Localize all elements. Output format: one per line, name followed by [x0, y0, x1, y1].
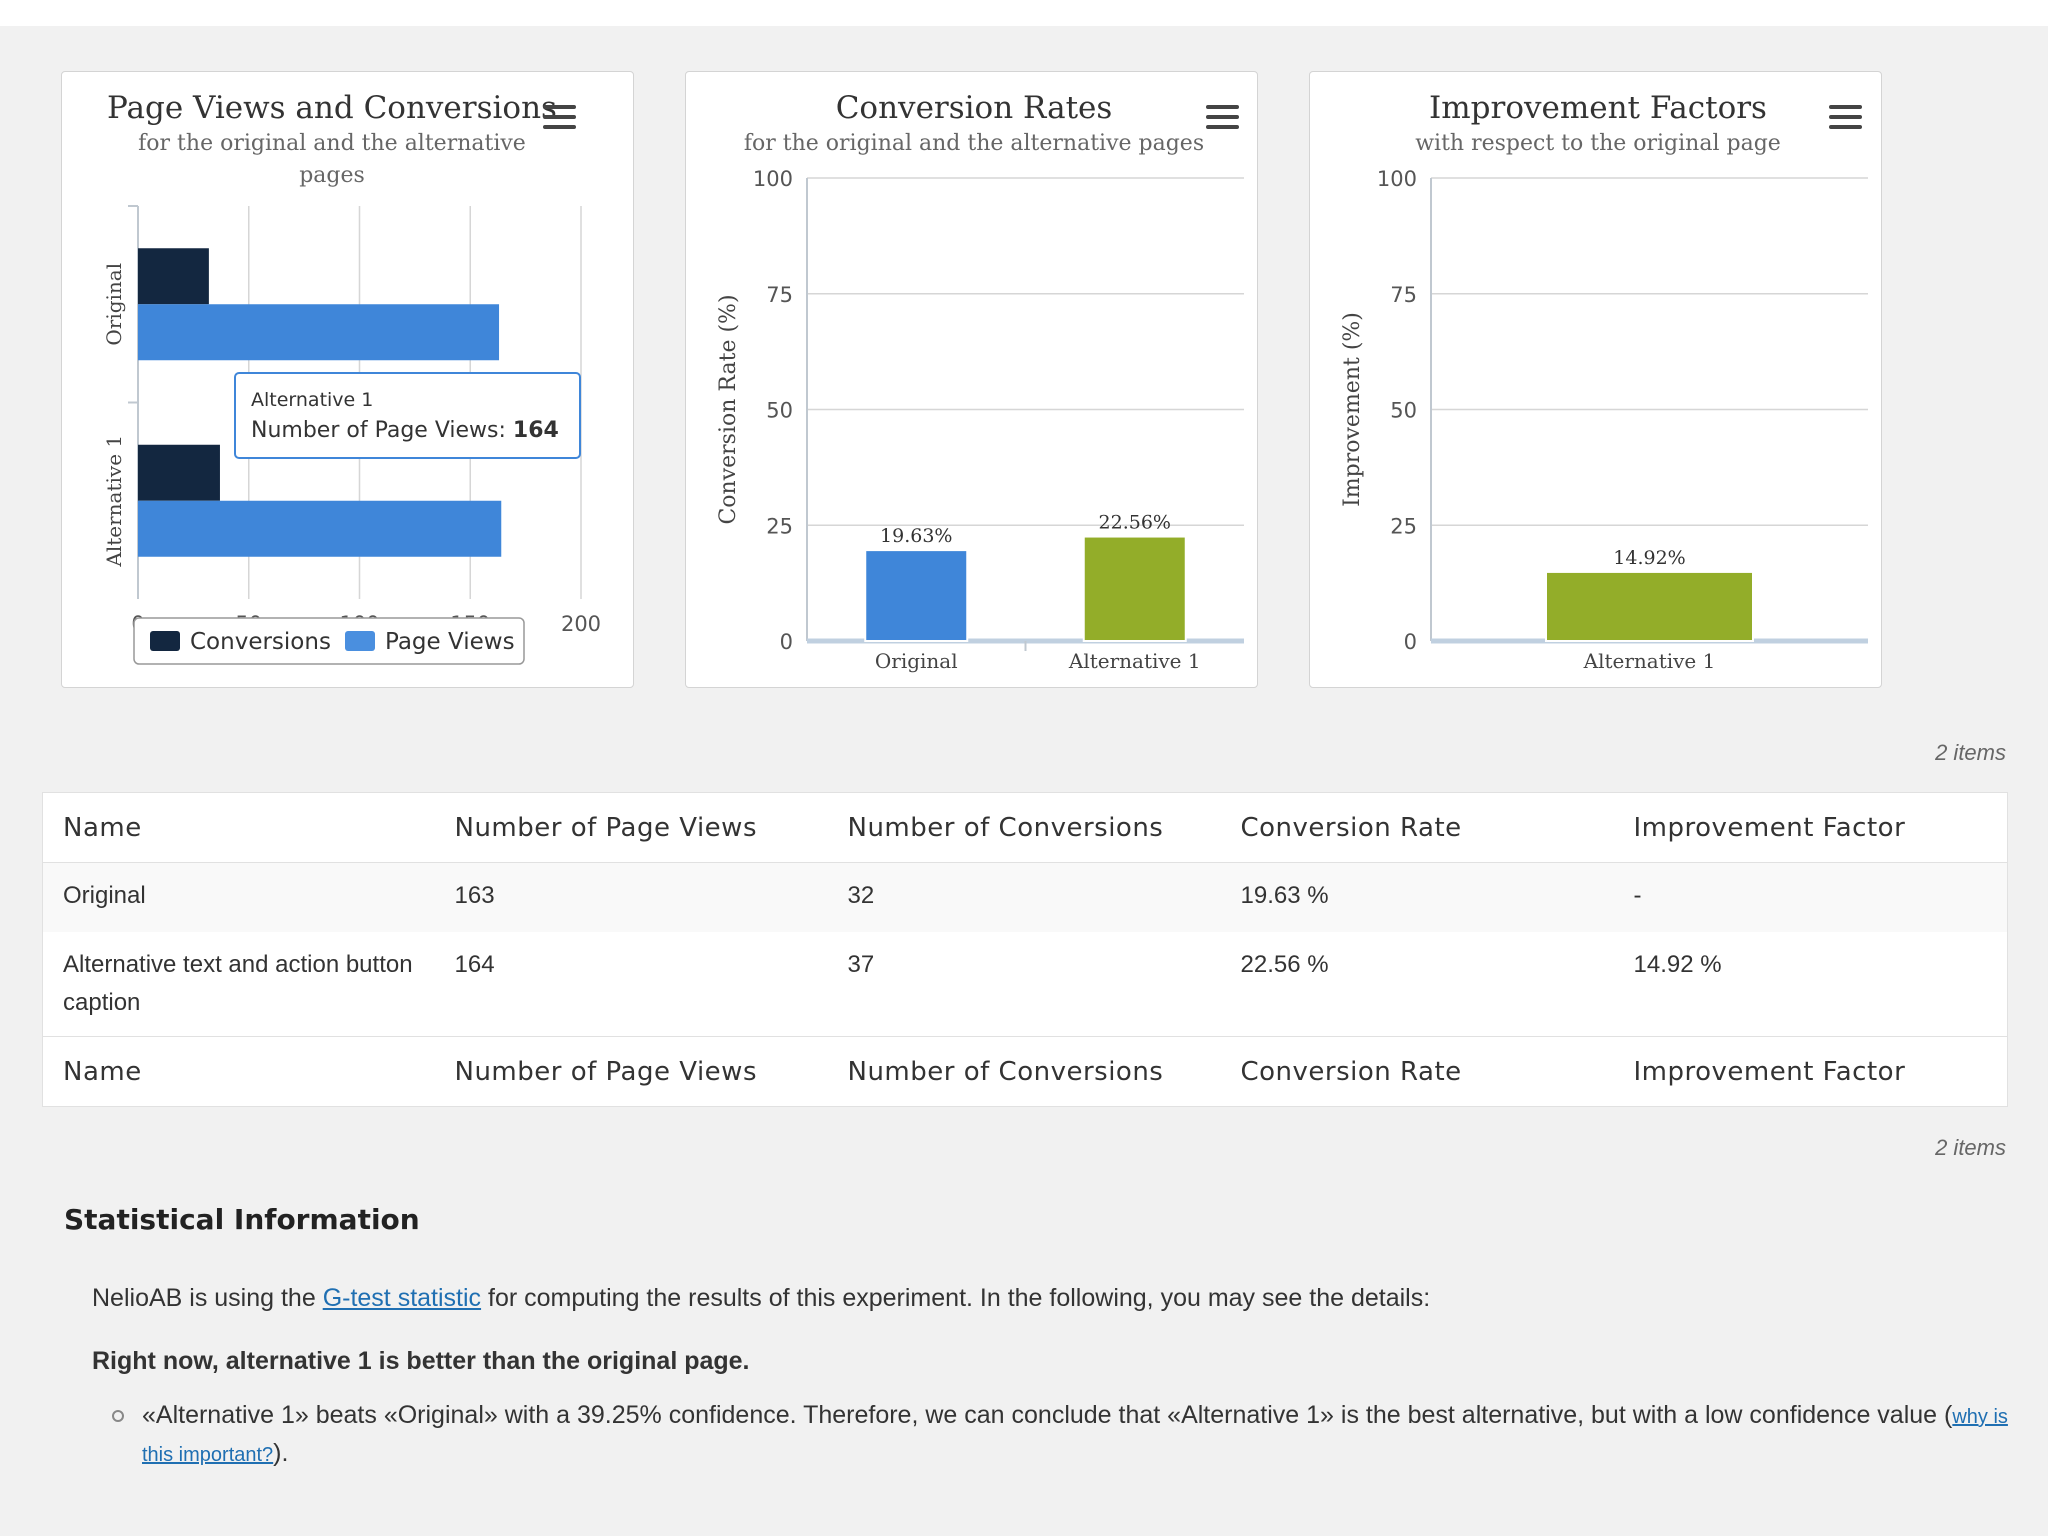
page-views-chart: Page Views and Conversions for the origi…	[61, 71, 634, 688]
table-header-row: Name Number of Page Views Number of Conv…	[42, 792, 2008, 863]
improvement-factors-chart-svg: Improvement Factors with respect to the …	[1340, 90, 1868, 673]
chart-subtitle-line2: pages	[299, 163, 365, 188]
data-label: 22.56%	[1099, 512, 1171, 534]
chart-subtitle: for the original and the alternative	[138, 131, 526, 156]
hamburger-menu-icon[interactable]	[1829, 105, 1862, 129]
items-count-top: 2 items	[1935, 740, 2006, 765]
bar[interactable]	[1545, 570, 1754, 643]
chart-tooltip: Alternative 1 Number of Page Views: 164	[234, 372, 581, 459]
table-row: Original 163 32 19.63 % -	[42, 862, 2008, 932]
x-category-label: Original	[875, 649, 958, 673]
bar-page-views[interactable]	[138, 304, 500, 361]
conversion-rates-chart: Conversion Rates for the original and th…	[685, 71, 1258, 688]
cell-conversions: 37	[847, 951, 875, 978]
y-tick-label: 75	[1390, 283, 1417, 307]
x-category-label: Alternative 1	[1068, 649, 1201, 673]
y-axis-title: Conversion Rate (%)	[716, 294, 741, 524]
column-header-page-views[interactable]: Number of Page Views	[434, 792, 828, 863]
bar-conversions[interactable]	[138, 444, 220, 501]
cell-conversion-rate: 22.56 %	[1240, 951, 1329, 978]
chart-title: Page Views and Conversions	[107, 90, 557, 126]
bar-page-views[interactable]	[138, 500, 502, 557]
legend-label: Page Views	[385, 629, 515, 655]
why-open: (	[1944, 1401, 1953, 1429]
chart-title: Improvement Factors	[1429, 90, 1767, 126]
y-tick-label: 0	[780, 630, 793, 654]
items-count-bottom: 2 items	[1935, 1135, 2006, 1160]
chart-subtitle: with respect to the original page	[1415, 131, 1781, 156]
y-tick-label: 50	[766, 399, 793, 423]
y-axis-title: Improvement (%)	[1340, 312, 1365, 507]
cell-conversion-rate: 19.63 %	[1240, 882, 1329, 909]
y-tick-label: 25	[1390, 514, 1417, 538]
tooltip-series: Alternative 1	[251, 389, 373, 411]
cell-name: Alternative text and action button capti…	[63, 951, 413, 1016]
chart-subtitle: for the original and the alternative pag…	[744, 131, 1204, 156]
data-label: 19.63%	[880, 525, 952, 547]
column-footer-conversion-rate[interactable]: Conversion Rate	[1220, 1036, 1614, 1107]
table-row: Alternative text and action button capti…	[43, 932, 2008, 1037]
results-table: Name Number of Page Views Number of Conv…	[42, 792, 2008, 1107]
cell-improvement-factor: -	[1633, 882, 1642, 909]
chart-legend: Conversions Page Views	[133, 617, 525, 665]
hamburger-menu-icon[interactable]	[1206, 105, 1239, 129]
stats-intro-after: for computing the results of this experi…	[481, 1284, 1431, 1312]
column-footer-page-views[interactable]: Number of Page Views	[434, 1036, 828, 1107]
cell-improvement-factor: 14.92 %	[1633, 951, 1722, 978]
cell-conversions: 32	[847, 882, 875, 909]
bar[interactable]	[864, 549, 969, 642]
column-footer-improvement-factor[interactable]: Improvement Factor	[1613, 1036, 2008, 1107]
legend-item-conversions[interactable]: Conversions	[150, 629, 331, 655]
page-views-chart-svg: Page Views and Conversions for the origi…	[102, 90, 601, 665]
tooltip-label: Number of Page Views:	[251, 418, 513, 443]
y-category-label: Alternative 1	[102, 435, 126, 568]
column-footer-conversions[interactable]: Number of Conversions	[827, 1036, 1221, 1107]
y-tick-label: 100	[753, 167, 793, 191]
cell-page-views: 163	[454, 882, 495, 909]
why-close: ).	[273, 1439, 289, 1467]
stats-verdict: Right now, alternative 1 is better than …	[92, 1347, 750, 1375]
legend-label: Conversions	[190, 629, 331, 655]
cell-page-views: 164	[454, 951, 495, 978]
y-tick-label: 50	[1390, 399, 1417, 423]
y-tick-label: 100	[1377, 167, 1417, 191]
column-header-improvement-factor[interactable]: Improvement Factor	[1613, 792, 2008, 863]
x-tick-label: 200	[561, 612, 601, 636]
y-tick-label: 75	[766, 283, 793, 307]
legend-item-page-views[interactable]: Page Views	[345, 629, 515, 655]
data-label: 14.92%	[1613, 547, 1685, 569]
table-footer-row: Name Number of Page Views Number of Conv…	[42, 1036, 2008, 1107]
y-tick-label: 25	[766, 514, 793, 538]
column-header-conversions[interactable]: Number of Conversions	[827, 792, 1221, 863]
bullet-icon	[112, 1410, 124, 1422]
improvement-factors-chart: Improvement Factors with respect to the …	[1309, 71, 1882, 688]
stats-bullet: «Alternative 1» beats «Original» with a …	[142, 1397, 2012, 1473]
chart-title: Conversion Rates	[836, 90, 1113, 126]
why-important-link[interactable]: why is this important?	[142, 1406, 2008, 1466]
g-test-link[interactable]: G-test statistic	[322, 1284, 482, 1312]
column-header-name[interactable]: Name	[42, 792, 435, 863]
stats-intro: NelioAB is using the G-test statistic fo…	[92, 1284, 1430, 1313]
y-category-label: Original	[102, 263, 126, 346]
tooltip-text: Number of Page Views: 164	[251, 418, 559, 443]
stats-intro-before: NelioAB is using the	[92, 1284, 323, 1312]
column-footer-name[interactable]: Name	[42, 1036, 435, 1107]
column-header-conversion-rate[interactable]: Conversion Rate	[1220, 792, 1614, 863]
hamburger-menu-icon[interactable]	[543, 105, 576, 129]
bar[interactable]	[1082, 535, 1187, 643]
bar-conversions[interactable]	[138, 248, 209, 305]
top-bar	[0, 0, 2048, 26]
y-tick-label: 0	[1404, 630, 1417, 654]
cell-name: Original	[63, 882, 146, 909]
conversion-rates-chart-svg: Conversion Rates for the original and th…	[716, 90, 1244, 673]
x-category-label: Alternative 1	[1583, 649, 1716, 673]
statistical-information-heading: Statistical Information	[64, 1203, 420, 1236]
tooltip-value: 164	[513, 418, 559, 443]
stats-bullet-text: «Alternative 1» beats «Original» with a …	[142, 1401, 1945, 1429]
